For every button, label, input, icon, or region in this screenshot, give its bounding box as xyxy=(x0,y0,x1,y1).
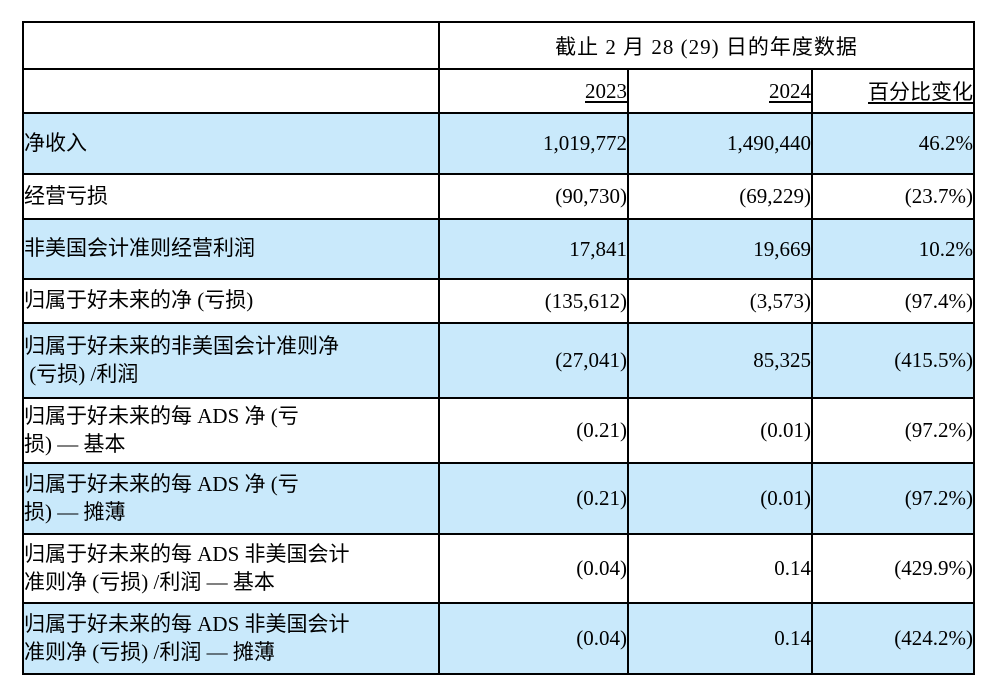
value-pct-change: 46.2% xyxy=(810,112,976,175)
value-2024: (69,229) xyxy=(627,173,813,220)
value-pct-change: (429.9%) xyxy=(810,533,976,604)
value-2023: (0.04) xyxy=(438,602,629,675)
value-2023: 1,019,772 xyxy=(438,112,629,175)
column-header-2023: 2023 xyxy=(438,68,629,114)
table-row-non-gaap-net-income-per-ads-diluted: 归属于好未来的每 ADS 非美国会计 准则净 (亏损) /利润 — 摊薄 (0.… xyxy=(22,602,976,675)
column-header-2023-label: 2023 xyxy=(585,78,627,103)
column-header-pct-change-label: 百分比变化 xyxy=(868,80,974,104)
header-row-period: 截止 2 月 28 (29) 日的年度数据 xyxy=(22,21,976,70)
header-row-columns: 2023 2024 百分比变化 xyxy=(22,68,976,114)
row-label: 归属于好未来的每 ADS 非美国会计 准则净 (亏损) /利润 — 摊薄 xyxy=(22,602,440,675)
value-2024: (3,573) xyxy=(627,278,813,324)
corner-empty-cell xyxy=(22,68,440,114)
value-2024: 0.14 xyxy=(627,602,813,675)
value-pct-change: (23.7%) xyxy=(810,173,976,220)
table-row-non-gaap-net-income-attributable: 归属于好未来的非美国会计准则净 (亏损) /利润 (27,041) 85,325… xyxy=(22,322,976,399)
value-2023: (27,041) xyxy=(438,322,629,399)
table-row-non-gaap-operating-income: 非美国会计准则经营利润 17,841 19,669 10.2% xyxy=(22,218,976,280)
value-2023: (0.21) xyxy=(438,397,629,464)
row-label: 非美国会计准则经营利润 xyxy=(22,218,440,280)
value-2023: (0.04) xyxy=(438,533,629,604)
table-row-non-gaap-net-income-per-ads-basic: 归属于好未来的每 ADS 非美国会计 准则净 (亏损) /利润 — 基本 (0.… xyxy=(22,533,976,604)
value-2023: (0.21) xyxy=(438,462,629,535)
table-row-net-loss-per-ads-basic: 归属于好未来的每 ADS 净 (亏 损) — 基本 (0.21) (0.01) … xyxy=(22,397,976,464)
value-2024: 1,490,440 xyxy=(627,112,813,175)
column-header-2024-label: 2024 xyxy=(769,78,811,103)
value-pct-change: 10.2% xyxy=(810,218,976,280)
row-label: 归属于好未来的每 ADS 净 (亏 损) — 摊薄 xyxy=(22,462,440,535)
table-row-net-revenue: 净收入 1,019,772 1,490,440 46.2% xyxy=(22,112,976,175)
value-2024: 85,325 xyxy=(627,322,813,399)
row-label: 归属于好未来的净 (亏损) xyxy=(22,278,440,324)
table-row-operating-loss: 经营亏损 (90,730) (69,229) (23.7%) xyxy=(22,173,976,220)
annual-results-table: 截止 2 月 28 (29) 日的年度数据 2023 2024 百分比变化 净收… xyxy=(22,21,976,675)
row-label: 归属于好未来的每 ADS 净 (亏 损) — 基本 xyxy=(22,397,440,464)
row-label: 经营亏损 xyxy=(22,173,440,220)
table-row-net-loss-per-ads-diluted: 归属于好未来的每 ADS 净 (亏 损) — 摊薄 (0.21) (0.01) … xyxy=(22,462,976,535)
value-pct-change: (97.2%) xyxy=(810,462,976,535)
value-2024: 0.14 xyxy=(627,533,813,604)
value-2024: (0.01) xyxy=(627,397,813,464)
financial-results-table-container: 截止 2 月 28 (29) 日的年度数据 2023 2024 百分比变化 净收… xyxy=(22,21,976,675)
value-pct-change: (424.2%) xyxy=(810,602,976,675)
value-2023: (90,730) xyxy=(438,173,629,220)
corner-empty-cell xyxy=(22,21,440,70)
row-label: 归属于好未来的非美国会计准则净 (亏损) /利润 xyxy=(22,322,440,399)
row-label: 归属于好未来的每 ADS 非美国会计 准则净 (亏损) /利润 — 基本 xyxy=(22,533,440,604)
value-pct-change: (415.5%) xyxy=(810,322,976,399)
column-header-pct-change: 百分比变化 xyxy=(810,68,976,114)
value-2024: 19,669 xyxy=(627,218,813,280)
period-title: 截止 2 月 28 (29) 日的年度数据 xyxy=(437,21,976,70)
value-2023: 17,841 xyxy=(438,218,629,280)
row-label: 净收入 xyxy=(22,112,440,175)
table-row-net-loss-attributable: 归属于好未来的净 (亏损) (135,612) (3,573) (97.4%) xyxy=(22,278,976,324)
value-pct-change: (97.2%) xyxy=(810,397,976,464)
column-header-2024: 2024 xyxy=(627,68,813,114)
value-2023: (135,612) xyxy=(438,278,629,324)
value-2024: (0.01) xyxy=(627,462,813,535)
value-pct-change: (97.4%) xyxy=(810,278,976,324)
